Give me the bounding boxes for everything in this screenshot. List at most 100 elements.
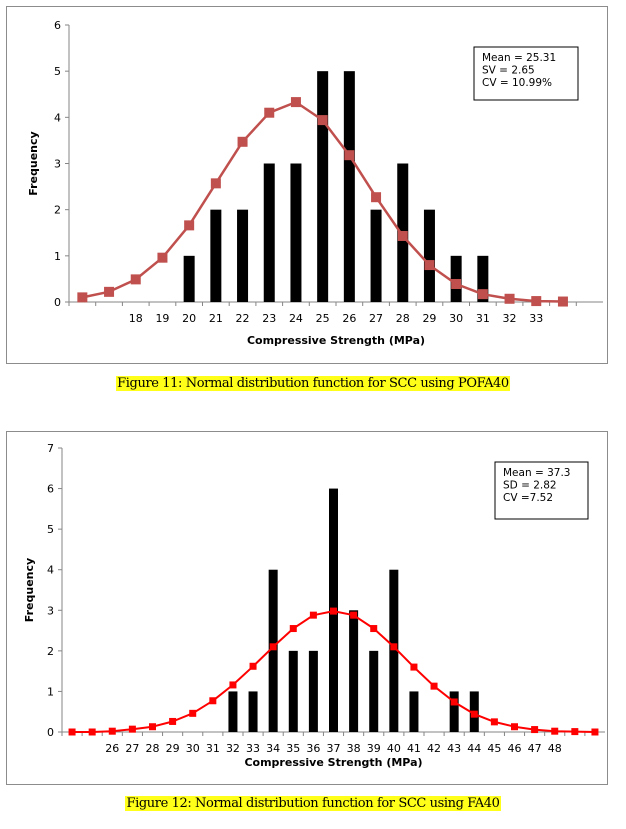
y-tick-label: 2: [47, 645, 54, 658]
stats-box-line: Mean = 25.31: [482, 52, 556, 64]
y-tick-label: 7: [47, 442, 54, 455]
normal-curve-marker: [511, 723, 518, 731]
y-axis-title: Frequency: [23, 558, 36, 622]
x-tick-label: 27: [125, 742, 139, 755]
x-tick-label: 46: [508, 742, 522, 755]
normal-curve-marker: [450, 698, 458, 706]
normal-curve-marker: [531, 296, 542, 307]
normal-curve-marker: [424, 260, 435, 271]
histogram-bar: [349, 610, 359, 732]
histogram-bar: [343, 71, 355, 303]
y-tick-label: 0: [47, 726, 54, 739]
normal-curve-marker: [209, 697, 217, 705]
x-tick-label: 48: [548, 742, 562, 755]
x-tick-label: 33: [529, 312, 543, 325]
x-axis-title: Compressive Strength (MPa): [247, 334, 425, 347]
x-tick-label: 28: [396, 312, 410, 325]
x-tick-label: 44: [467, 742, 481, 755]
x-tick-label: 30: [186, 742, 200, 755]
normal-curve-marker: [477, 289, 488, 300]
normal-curve-marker: [591, 728, 599, 736]
y-tick-label: 4: [47, 564, 54, 577]
histogram-bar: [369, 650, 379, 732]
stats-box-line: SV = 2.65: [482, 65, 535, 77]
x-tick-label: 20: [182, 312, 196, 325]
x-tick-label: 38: [347, 742, 361, 755]
histogram-bar: [288, 650, 298, 732]
normal-curve-marker: [128, 725, 136, 733]
normal-curve-marker: [169, 717, 177, 725]
histogram-bar: [370, 209, 382, 302]
y-tick-label: 2: [54, 204, 61, 217]
y-tick-label: 3: [54, 158, 61, 171]
normal-curve-marker: [290, 97, 301, 108]
normal-curve-marker: [571, 728, 579, 736]
normal-curve-marker: [249, 662, 257, 670]
x-tick-label: 42: [427, 742, 441, 755]
histogram-bar: [449, 691, 459, 732]
x-tick-label: 45: [487, 742, 501, 755]
histogram-bar: [183, 255, 195, 302]
x-tick-label: 31: [206, 742, 220, 755]
histogram-bar: [237, 209, 249, 302]
normal-curve-marker: [317, 115, 328, 126]
normal-curve-marker: [157, 252, 168, 263]
y-tick-label: 6: [47, 483, 54, 496]
x-tick-label: 25: [316, 312, 330, 325]
y-tick-label: 1: [54, 250, 61, 263]
histogram-bar: [477, 255, 489, 302]
y-axis-title: Frequency: [27, 131, 40, 195]
normal-curve-marker: [130, 274, 141, 285]
x-tick-label: 28: [146, 742, 160, 755]
x-tick-label: 26: [342, 312, 356, 325]
normal-curve-marker: [237, 136, 248, 147]
normal-curve-marker: [397, 230, 408, 241]
histogram-bar: [268, 569, 278, 732]
histogram-bar: [308, 650, 318, 732]
x-tick-label: 27: [369, 312, 383, 325]
stats-box: [494, 461, 589, 520]
normal-curve-marker: [189, 709, 197, 717]
normal-curve-marker: [330, 607, 337, 615]
x-tick-label: 40: [387, 742, 401, 755]
x-tick-label: 33: [246, 742, 260, 755]
y-tick-label: 3: [47, 604, 54, 617]
histogram-bar: [248, 691, 258, 732]
chart-1-frame: 0 1 2 3 4 5 6 18 19 20 21 22 23 24 25 26 27 28 29 30 31 32 33 M…: [6, 6, 608, 364]
histogram-bar: [290, 163, 302, 302]
x-tick-label: 22: [236, 312, 250, 325]
normal-curve-marker: [504, 293, 515, 304]
normal-curve-marker: [390, 643, 398, 651]
x-tick-label: 37: [327, 742, 341, 755]
chart-2-frame: 0 1 2 3 4 5 6 7 26 27 28 29 30 31 32 33 34 35 36 37 38 39 40 41…: [6, 431, 608, 785]
normal-curve-marker: [184, 220, 195, 231]
histogram-bar: [228, 691, 238, 732]
x-tick-label: 36: [306, 742, 320, 755]
histogram-bar: [389, 569, 399, 732]
y-tick-label: 1: [47, 685, 54, 698]
normal-curve-marker: [371, 192, 382, 203]
x-tick-label: 29: [166, 742, 180, 755]
normal-curve-marker: [88, 728, 96, 736]
figure-12-caption-text: Figure 12: Normal distribution function …: [125, 796, 501, 811]
y-tick-label: 6: [54, 19, 61, 32]
figure-11-caption: Figure 11: Normal distribution function …: [0, 376, 626, 391]
x-tick-label: 29: [422, 312, 436, 325]
figure-11-caption-text: Figure 11: Normal distribution function …: [116, 376, 510, 391]
normal-curve-marker: [68, 728, 76, 736]
x-tick-label: 32: [226, 742, 240, 755]
histogram-bar: [409, 691, 419, 732]
normal-curve-marker: [77, 292, 88, 303]
y-tick-label: 4: [54, 111, 61, 124]
normal-curve-marker: [490, 718, 498, 726]
y-tick-label: 5: [47, 523, 54, 536]
normal-curve-marker: [557, 296, 568, 307]
stats-box-line: CV =7.52: [503, 492, 553, 504]
normal-curve-marker: [551, 727, 559, 735]
normal-curve-marker: [269, 643, 277, 651]
normal-curve-marker: [344, 150, 355, 161]
normal-curve-marker: [264, 107, 275, 118]
histogram-bar: [423, 209, 435, 302]
normal-curve-marker: [470, 710, 478, 718]
